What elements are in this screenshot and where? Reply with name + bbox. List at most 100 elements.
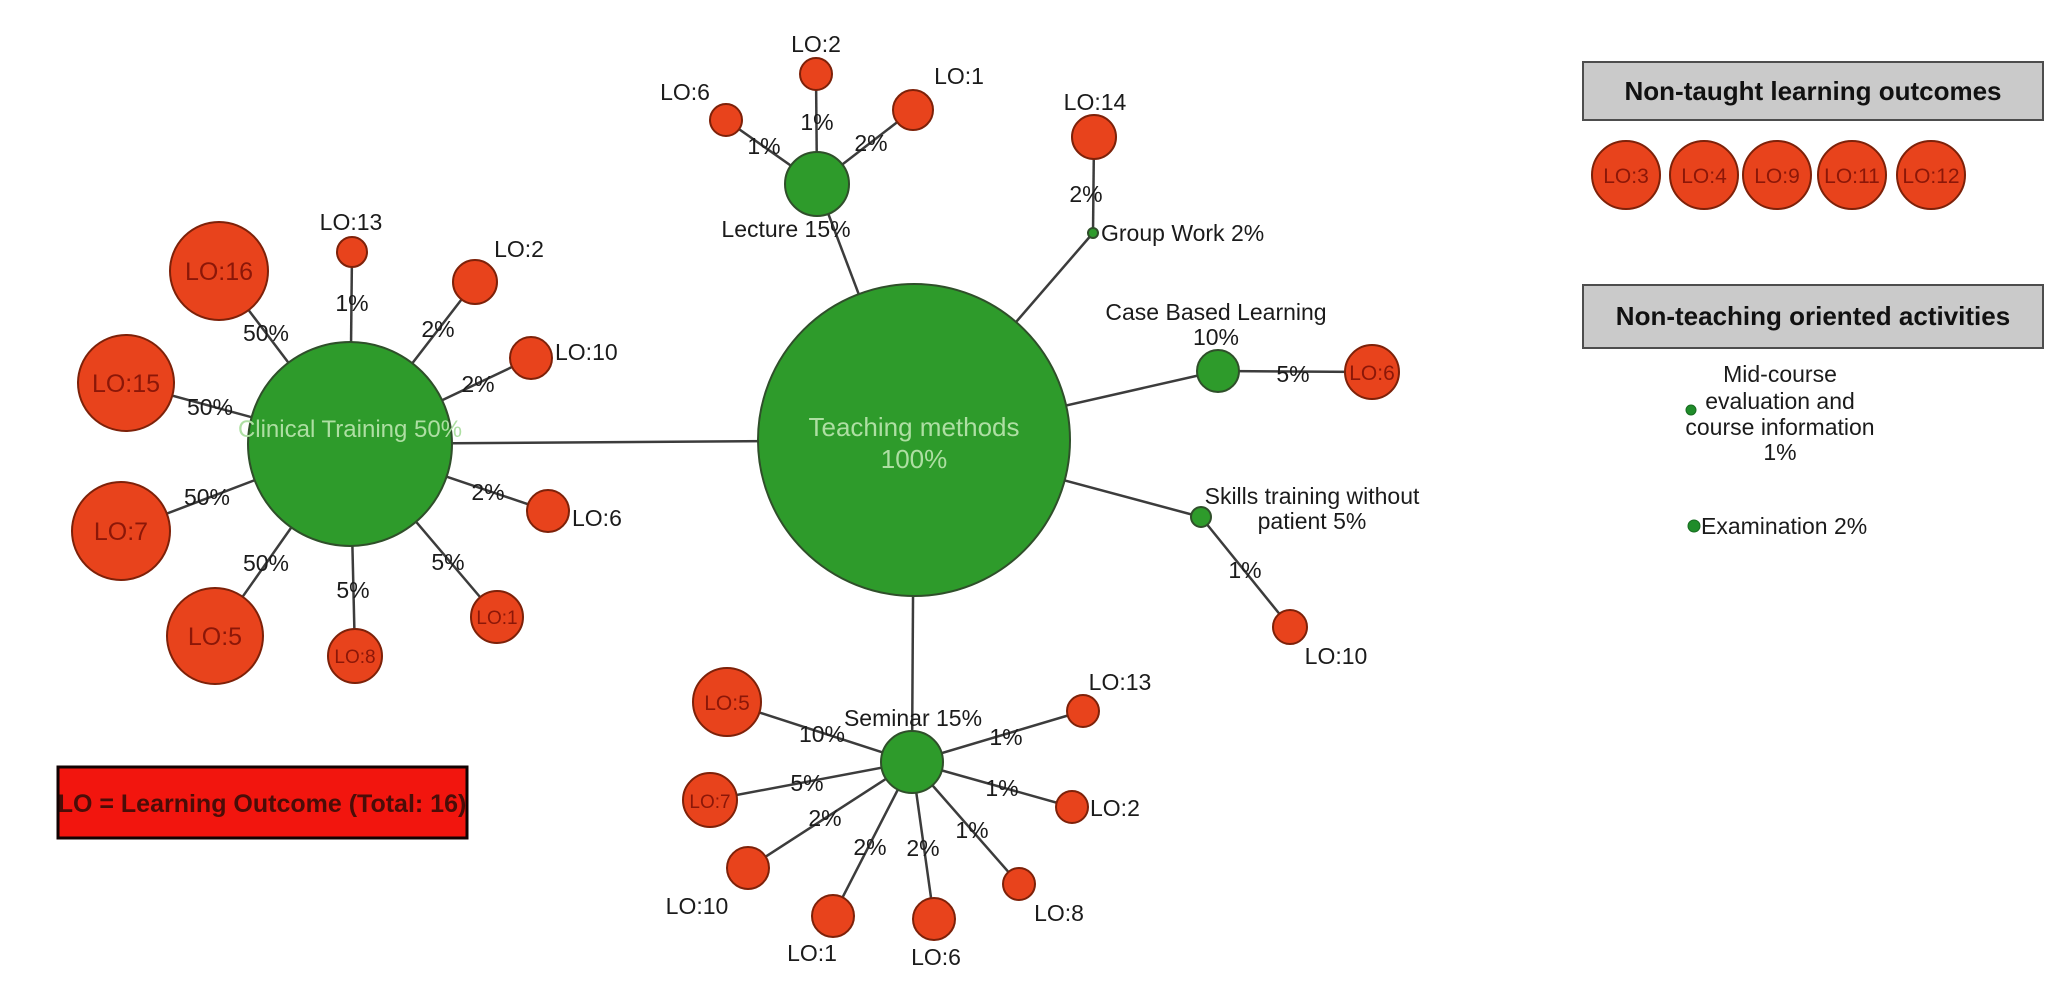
skills-edge-pct: 1% (1228, 557, 1261, 583)
seminar-lo1-label: LO:1 (787, 940, 837, 966)
legend-lo9-bubble (1742, 140, 1812, 210)
lecture-lo2-label: LO:2 (791, 31, 841, 57)
legend-lo12-bubble (1896, 140, 1966, 210)
teaching-methods-pct: 100% (881, 444, 948, 474)
clinical-lo1-pct: 5% (431, 549, 464, 575)
groupwork-pct: 2% (1069, 181, 1102, 207)
edge-seminar-lo10 (747, 760, 913, 870)
legend-non-taught: Non-taught learning outcomes LO:3 LO:4 L… (1582, 61, 2044, 210)
seminar-lo13-bubble (1066, 694, 1100, 728)
lecture-node (784, 151, 850, 217)
clinical-training-label: Clinical Training 50% (238, 416, 462, 443)
clinical-lo8-pct: 5% (336, 577, 369, 603)
lecture-lo1-bubble (892, 89, 934, 131)
clinical-training-node (247, 341, 453, 547)
seminar-lo2-pct: 1% (985, 775, 1018, 801)
lecture-lo2-bubble (799, 57, 833, 91)
lecture-lo1-label: LO:1 (934, 63, 984, 89)
clinical-lo1-bubble (470, 590, 524, 644)
clinical-lo10-pct: 2% (461, 371, 494, 397)
clinical-lo13-pct: 1% (335, 290, 368, 316)
lecture-lo2-pct: 1% (800, 109, 833, 135)
groupwork-label: Group Work 2% (1101, 220, 1264, 246)
seminar-lo8-bubble (1002, 867, 1036, 901)
clinical-lo6-pct: 2% (471, 479, 504, 505)
group-work-node (1087, 227, 1099, 239)
clinical-lo13-label: LO:13 (320, 209, 383, 235)
seminar-lo7-pct: 5% (790, 770, 823, 796)
clinical-lo2-pct: 2% (421, 316, 454, 342)
clinical-lo10-bubble (509, 336, 553, 380)
lecture-lo6-label: LO:6 (660, 79, 710, 105)
nodes (71, 57, 1400, 941)
clinical-lo15-pct: 50% (187, 394, 233, 420)
clinical-lo7-bubble (71, 481, 171, 581)
mid-course-dot (1685, 404, 1697, 416)
casebased-lo6-label: LO:6 (1349, 362, 1395, 385)
legend-lo4-bubble (1669, 140, 1739, 210)
edge-skills-lo10 (1200, 516, 1291, 628)
clinical-lo16-pct: 50% (243, 320, 289, 346)
legend-lo3-bubble (1591, 140, 1661, 210)
teaching-methods-label: Teaching methods (808, 412, 1019, 442)
mid-course-line4: 1% (1763, 439, 1796, 465)
seminar-node (880, 730, 944, 794)
labels: Teaching methods 100% Clinical Training … (92, 31, 1420, 970)
note-box-text: LO = Learning Outcome (Total: 16) (58, 790, 467, 818)
examination-label: Examination 2% (1701, 513, 1867, 539)
seminar-lo5-label: LO:5 (704, 692, 750, 715)
skills-title-line2: patient 5% (1258, 508, 1367, 534)
casebased-title: Case Based Learning (1105, 299, 1326, 325)
note-box-rect (56, 765, 469, 840)
casebased-lo6-bubble (1344, 344, 1400, 400)
seminar-label: Seminar 15% (844, 705, 982, 731)
clinical-lo13-bubble (336, 236, 368, 268)
clinical-lo8-label: LO:8 (334, 647, 375, 668)
legend-lo3-label: LO:3 (1603, 165, 1649, 188)
legend-non-taught-box (1582, 61, 2044, 121)
legend-non-teaching-title: Non-teaching oriented activities (1616, 301, 2010, 331)
seminar-lo5-pct: 10% (799, 721, 845, 747)
clinical-lo8-bubble (327, 628, 383, 684)
clinical-lo1-label: LO:1 (476, 608, 517, 629)
note-box: LO = Learning Outcome (Total: 16) (56, 765, 469, 840)
skills-title-line1: Skills training without (1205, 483, 1420, 509)
groupwork-lo14-label: LO:14 (1064, 89, 1127, 115)
seminar-lo2-label: LO:2 (1090, 795, 1140, 821)
legend-non-teaching-box (1582, 284, 2044, 349)
seminar-lo5-bubble (692, 667, 762, 737)
seminar-lo10-pct: 2% (808, 805, 841, 831)
seminar-lo7-label: LO:7 (689, 792, 730, 813)
legend-lo9-label: LO:9 (1754, 165, 1800, 188)
casebased-pct-label: 10% (1193, 324, 1239, 350)
clinical-lo6-label: LO:6 (572, 505, 622, 531)
clinical-lo2-bubble (452, 259, 498, 305)
seminar-lo1-bubble (811, 894, 855, 938)
clinical-lo5-label: LO:5 (188, 623, 242, 651)
clinical-lo15-label: LO:15 (92, 370, 160, 398)
skills-lo10-label: LO:10 (1305, 643, 1368, 669)
clinical-lo6-bubble (526, 489, 570, 533)
legend-non-taught-title: Non-taught learning outcomes (1625, 76, 2002, 106)
clinical-lo16-label: LO:16 (185, 258, 253, 286)
lecture-lo6-pct: 1% (747, 133, 780, 159)
legend-lo12-label: LO:12 (1902, 165, 1959, 188)
legend-lo11-label: LO:11 (1824, 165, 1880, 188)
clinical-lo10-label: LO:10 (555, 339, 618, 365)
mid-course-line1: Mid-course (1723, 361, 1837, 387)
teaching-methods-node (757, 283, 1071, 597)
casebased-edge-pct: 5% (1276, 361, 1309, 387)
groupwork-lo14-bubble (1071, 114, 1117, 160)
clinical-lo7-pct: 50% (184, 484, 230, 510)
seminar-lo13-label: LO:13 (1089, 669, 1152, 695)
mid-course-line2: evaluation and (1705, 388, 1855, 414)
edge-seminar-lo7 (709, 760, 913, 802)
seminar-lo13-pct: 1% (989, 724, 1022, 750)
seminar-lo10-bubble (726, 846, 770, 890)
seminar-lo1-pct: 2% (853, 834, 886, 860)
clinical-lo2-label: LO:2 (494, 236, 544, 262)
clinical-lo16-bubble (169, 221, 269, 321)
lecture-lo1-pct: 2% (854, 130, 887, 156)
